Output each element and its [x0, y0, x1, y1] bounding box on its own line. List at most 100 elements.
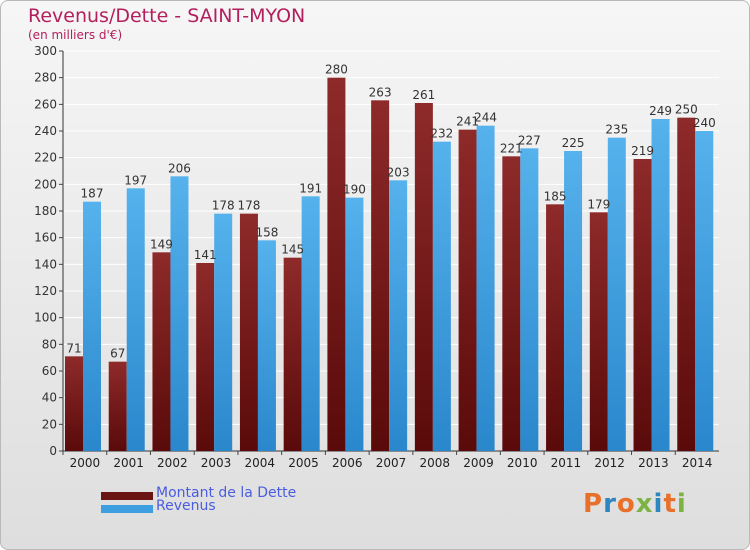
data-label-debt-2014: 250 [675, 103, 698, 117]
x-tick-label-2003: 2003 [201, 456, 232, 470]
y-axis-ticks: 0 20 40 60 80 100 120 140 160 180 200 220 240 260 280 3… [34, 44, 719, 458]
x-tick-label-2009: 2009 [463, 456, 494, 470]
data-label-revenus-2008: 232 [430, 127, 453, 141]
bar-debt-2001 [108, 361, 127, 451]
logo-letter: x [635, 489, 654, 519]
logo-letter: P [583, 489, 604, 519]
x-tick-label-2001: 2001 [113, 456, 144, 470]
y-tick-label: 180 [34, 204, 57, 218]
y-tick-label: 0 [49, 444, 57, 458]
data-label-revenus-2003: 178 [212, 199, 235, 213]
y-tick-label: 160 [34, 231, 57, 245]
data-label-revenus-2007: 203 [387, 165, 410, 179]
legend-swatch-revenus [101, 505, 153, 513]
chart-subtitle: (en milliers d'€) [28, 28, 123, 42]
bar-revenus-2008 [432, 141, 451, 451]
data-label-debt-2001: 67 [110, 347, 125, 361]
x-tick-label-2014: 2014 [682, 456, 713, 470]
data-label-revenus-2012: 235 [605, 123, 628, 137]
bar-revenus-2004 [257, 240, 276, 451]
bar-debt-2005 [283, 257, 302, 451]
data-label-debt-2005: 145 [281, 243, 304, 257]
proxiti-logo: Proxiti [583, 489, 687, 519]
legend-label-revenus: Revenus [156, 498, 216, 514]
x-tick-label-2008: 2008 [419, 456, 450, 470]
bar-revenus-2000 [83, 201, 101, 451]
data-label-revenus-2002: 206 [168, 161, 191, 175]
y-tick-label: 200 [34, 177, 57, 191]
x-tick-label-2000: 2000 [70, 456, 101, 470]
bar-debt-2006 [327, 77, 346, 452]
data-label-debt-2011: 185 [544, 189, 567, 203]
y-tick-label: 240 [34, 124, 57, 138]
y-tick-label: 40 [42, 391, 57, 405]
bar-revenus-2007 [389, 180, 408, 452]
logo-letter: i [653, 489, 664, 519]
y-tick-label: 220 [34, 151, 57, 165]
y-tick-label: 120 [34, 284, 57, 298]
data-label-revenus-2009: 244 [474, 111, 497, 125]
chart-title: Revenus/Dette - SAINT-MYON [28, 5, 306, 27]
bar-revenus-2006 [345, 197, 364, 451]
y-tick-label: 300 [34, 44, 57, 58]
data-label-debt-2013: 219 [631, 144, 654, 158]
y-tick-label: 20 [42, 417, 57, 431]
bar-revenus-2012 [607, 137, 626, 451]
y-tick-label: 260 [34, 97, 57, 111]
x-tick-label-2005: 2005 [288, 456, 319, 470]
y-tick-label: 280 [34, 71, 57, 85]
bar-debt-2000 [65, 356, 83, 451]
bar-revenus-2014 [695, 131, 714, 451]
data-label-debt-2006: 280 [325, 63, 348, 77]
data-label-debt-2007: 263 [369, 85, 392, 99]
bar-debt-2007 [371, 100, 390, 451]
data-label-debt-2000: 71 [66, 341, 81, 355]
x-tick-label-2010: 2010 [507, 456, 538, 470]
bar-revenus-2002 [170, 176, 189, 452]
data-label-debt-2004: 178 [237, 199, 260, 213]
logo-letter: i [676, 489, 687, 519]
bar-debt-2002 [152, 252, 171, 451]
legend-swatch-debt [101, 492, 153, 500]
data-label-debt-2002: 149 [150, 237, 173, 251]
bar-debt-2013 [633, 159, 652, 451]
data-label-revenus-2001: 197 [124, 173, 147, 187]
x-tick-label-2002: 2002 [157, 456, 188, 470]
data-label-revenus-2010: 227 [518, 133, 541, 147]
bar-revenus-2011 [564, 151, 583, 451]
x-tick-label-2012: 2012 [594, 456, 625, 470]
y-tick-label: 100 [34, 311, 57, 325]
bar-debt-2011 [546, 204, 565, 451]
y-tick-label: 60 [42, 364, 57, 378]
x-tick-label-2006: 2006 [332, 456, 363, 470]
bar-debt-2004 [239, 213, 258, 451]
bar-revenus-2003 [214, 213, 233, 451]
y-tick-label: 140 [34, 257, 57, 271]
x-tick-label-2013: 2013 [638, 456, 669, 470]
bar-revenus-2010 [520, 148, 539, 452]
data-label-debt-2010: 221 [500, 141, 523, 155]
data-label-revenus-2014: 240 [693, 116, 716, 130]
data-label-revenus-2011: 225 [562, 136, 585, 150]
x-tick-label-2007: 2007 [376, 456, 407, 470]
y-tick-label: 80 [42, 337, 57, 351]
logo-letter: r [603, 489, 617, 519]
data-label-debt-2003: 141 [194, 248, 217, 262]
x-tick-label-2004: 2004 [245, 456, 276, 470]
data-label-revenus-2004: 158 [255, 225, 278, 239]
logo-letter: t [663, 489, 677, 519]
bar-debt-2012 [589, 212, 608, 451]
bars [65, 77, 714, 452]
data-label-revenus-2013: 249 [649, 104, 672, 118]
x-axis-ticks: 2000 2001 2002 2003 2004 2005 2006 2007 2008 2009… [62, 451, 713, 470]
legend-label-debt: Montant de la Dette [156, 485, 297, 501]
bar-revenus-2009 [476, 125, 495, 452]
bar-debt-2014 [677, 117, 696, 452]
data-label-revenus-2000: 187 [81, 187, 104, 201]
data-label-debt-2012: 179 [587, 197, 610, 211]
bar-revenus-2013 [651, 119, 670, 451]
bar-debt-2008 [414, 103, 433, 451]
bar-debt-2010 [502, 156, 521, 452]
